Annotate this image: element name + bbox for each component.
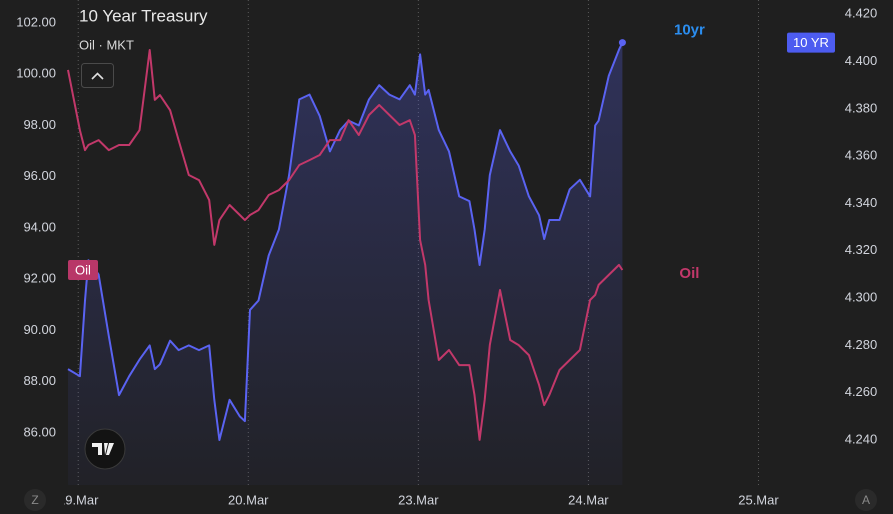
y2-tick-label: 4.320 (845, 242, 878, 257)
axis-badge-label: Oil (75, 262, 91, 277)
chevron-icon (91, 72, 104, 80)
y-tick-label: 94.00 (23, 219, 56, 234)
series-label: 10yr (674, 22, 705, 39)
y2-tick-label: 4.360 (845, 148, 878, 163)
series-label: Oil (679, 265, 699, 282)
button-label[interactable]: A (862, 493, 870, 507)
button-bg[interactable] (24, 489, 46, 511)
y-tick-label: 98.00 (23, 117, 56, 132)
scale-button[interactable]: Z (24, 489, 46, 511)
overlay: 86.00 88.00 90.00 92.00 94.00 96.00 98.00 100.0… (16, 6, 877, 447)
y2-tick-label: 4.240 (845, 431, 878, 446)
y2-tick-label: 4.380 (845, 100, 878, 115)
y2-tick-label: 4.300 (845, 290, 878, 305)
axis-badge-label: 10 YR (793, 35, 829, 50)
plot-area (67, 39, 626, 485)
y-tick-label: 86.00 (23, 424, 56, 439)
auto-button[interactable]: A (855, 489, 877, 511)
y2-tick-label: 4.260 (845, 384, 878, 399)
button-label[interactable]: Z (31, 493, 38, 507)
x-tick-label: 23.Mar (398, 492, 439, 507)
y-tick-label: 96.00 (23, 168, 56, 183)
logo-mark (92, 443, 114, 455)
chart-title: 10 Year Treasury (79, 6, 208, 25)
y2-tick-label: 4.420 (845, 6, 878, 21)
area-fill (68, 42, 623, 485)
button-bg[interactable] (855, 489, 877, 511)
collapse-button[interactable] (81, 63, 114, 88)
tradingview-logo[interactable] (84, 428, 126, 470)
y-tick-label: 102.00 (16, 14, 56, 29)
y-tick-label: 90.00 (23, 322, 56, 337)
x-tick-label: 24.Mar (568, 492, 609, 507)
series-line (67, 49, 624, 441)
axis-badge (787, 32, 835, 53)
last-point (618, 39, 626, 47)
axis-badge (68, 260, 98, 281)
y2-tick-label: 4.340 (845, 195, 878, 210)
x-axis: 19.Mar 20.Mar 23.Mar 24.Mar 25.Mar (58, 492, 779, 507)
series-line (67, 42, 624, 441)
x-tick-label: 25.Mar (738, 492, 779, 507)
y2-tick-label: 4.400 (845, 53, 878, 68)
x-tick-label: 20.Mar (228, 492, 269, 507)
y-tick-label: 100.00 (16, 66, 56, 81)
y-tick-label: 92.00 (23, 271, 56, 286)
x-tick-label: 19.Mar (58, 492, 99, 507)
chart-subtitle: Oil · MKT (79, 37, 134, 52)
button-frame[interactable] (81, 63, 114, 88)
y-tick-label: 88.00 (23, 373, 56, 388)
y2-tick-label: 4.280 (845, 337, 878, 352)
